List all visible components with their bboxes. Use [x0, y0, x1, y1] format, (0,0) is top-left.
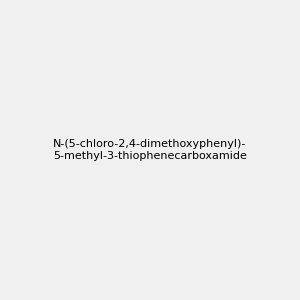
Text: N-(5-chloro-2,4-dimethoxyphenyl)-
5-methyl-3-thiophenecarboxamide: N-(5-chloro-2,4-dimethoxyphenyl)- 5-meth… [53, 139, 247, 161]
